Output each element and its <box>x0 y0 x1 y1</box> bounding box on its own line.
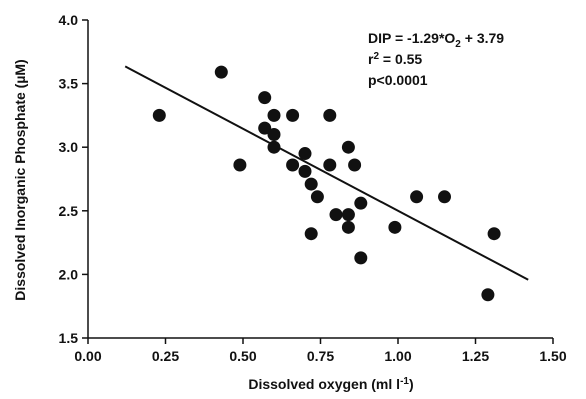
data-point <box>310 190 324 204</box>
x-tick-label: 0.25 <box>152 348 179 364</box>
y-tick-label: 1.5 <box>59 330 79 346</box>
data-point <box>233 158 247 172</box>
data-point <box>341 140 355 154</box>
data-point <box>258 121 272 135</box>
data-point <box>354 196 368 210</box>
data-point <box>388 220 402 234</box>
data-point <box>354 251 368 265</box>
equation-annotation: DIP = -1.29*O2 + 3.79 <box>368 30 504 50</box>
data-point <box>329 208 343 222</box>
plot-area: 0.00 0.25 0.50 0.75 1.00 1.25 1.50 1.5 2.0 2.5 3.… <box>59 12 567 364</box>
data-point <box>267 127 281 141</box>
data-point <box>286 158 300 172</box>
x-tick-label: 1.00 <box>384 348 411 364</box>
y-tick-label: 3.5 <box>59 76 79 92</box>
data-point <box>323 108 337 122</box>
y-tick-label: 4.0 <box>59 12 79 28</box>
x-tick-label: 1.50 <box>539 348 566 364</box>
y-tick-label: 2.0 <box>59 266 79 282</box>
data-point <box>341 208 355 222</box>
data-point <box>267 108 281 122</box>
data-point <box>410 190 424 204</box>
data-point <box>298 147 312 161</box>
data-point <box>481 288 495 302</box>
y-tick-label: 3.0 <box>59 139 79 155</box>
data-point <box>298 164 312 178</box>
x-axis-label: Dissolved oxygen (ml l-1) <box>248 376 413 392</box>
data-point <box>214 65 228 79</box>
data-point <box>152 108 166 122</box>
data-point <box>348 158 362 172</box>
x-tick-label: 0.75 <box>307 348 334 364</box>
r-squared-annotation: r2 = 0.55 <box>368 51 422 67</box>
regression-line <box>124 65 529 281</box>
data-point <box>304 177 318 191</box>
data-point <box>341 220 355 234</box>
x-tick-label: 1.25 <box>462 348 489 364</box>
y-axis-ticks: 1.5 2.0 2.5 3.0 3.5 4.0 <box>59 12 88 346</box>
y-axis-label: Dissolved Inorganic Phosphate (µM) <box>12 59 28 300</box>
x-tick-label: 0.00 <box>74 348 101 364</box>
data-point <box>304 227 318 241</box>
data-point <box>267 140 281 154</box>
data-point <box>323 158 337 172</box>
data-point <box>438 190 451 204</box>
data-point <box>258 91 272 105</box>
x-axis-ticks: 0.00 0.25 0.50 0.75 1.00 1.25 1.50 <box>74 338 567 364</box>
data-point <box>286 108 300 122</box>
data-points <box>152 65 501 302</box>
x-tick-label: 0.50 <box>229 348 256 364</box>
data-point <box>487 227 501 241</box>
y-tick-label: 2.5 <box>59 203 79 219</box>
p-value-annotation: p<0.0001 <box>368 72 428 88</box>
